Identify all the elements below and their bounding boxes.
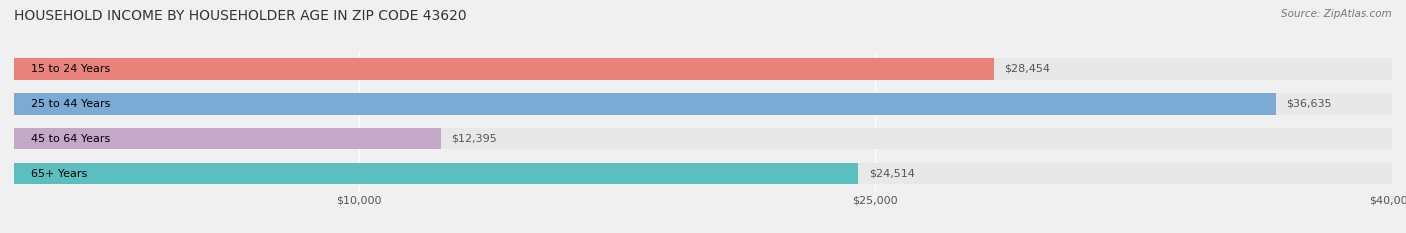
Text: 25 to 44 Years: 25 to 44 Years	[31, 99, 111, 109]
Text: HOUSEHOLD INCOME BY HOUSEHOLDER AGE IN ZIP CODE 43620: HOUSEHOLD INCOME BY HOUSEHOLDER AGE IN Z…	[14, 9, 467, 23]
Bar	[14, 128, 441, 150]
Bar	[14, 163, 1392, 185]
Bar	[14, 128, 1392, 150]
Text: $36,635: $36,635	[1286, 99, 1331, 109]
Text: $24,514: $24,514	[869, 169, 915, 178]
Text: 65+ Years: 65+ Years	[31, 169, 87, 178]
Text: $28,454: $28,454	[1004, 64, 1050, 74]
Bar	[14, 93, 1277, 115]
Text: Source: ZipAtlas.com: Source: ZipAtlas.com	[1281, 9, 1392, 19]
Bar	[14, 58, 994, 80]
Text: $12,395: $12,395	[451, 134, 498, 144]
Text: 45 to 64 Years: 45 to 64 Years	[31, 134, 111, 144]
Bar	[14, 163, 859, 185]
Bar	[14, 58, 1392, 80]
Text: 15 to 24 Years: 15 to 24 Years	[31, 64, 111, 74]
Bar	[14, 93, 1392, 115]
